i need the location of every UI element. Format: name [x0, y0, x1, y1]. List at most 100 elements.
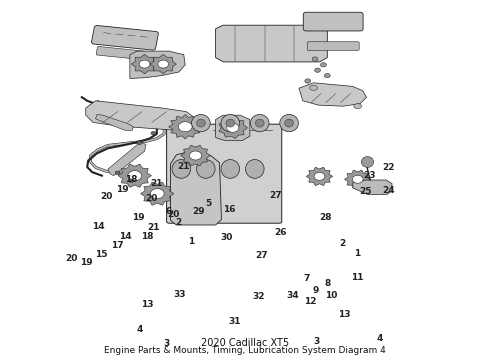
Text: 31: 31 [228, 317, 241, 326]
Text: 2020 Cadillac XT5: 2020 Cadillac XT5 [201, 338, 289, 348]
Text: 21: 21 [177, 162, 190, 171]
Text: 3: 3 [314, 337, 319, 346]
Ellipse shape [250, 114, 269, 132]
Ellipse shape [115, 171, 120, 175]
Text: 13: 13 [141, 300, 153, 309]
Text: 7: 7 [303, 274, 310, 283]
Polygon shape [130, 51, 185, 78]
Ellipse shape [255, 119, 264, 127]
Circle shape [150, 189, 164, 199]
Ellipse shape [151, 131, 156, 135]
Text: 17: 17 [111, 241, 124, 250]
Text: 3: 3 [164, 339, 170, 348]
Ellipse shape [362, 157, 374, 167]
Polygon shape [216, 115, 250, 140]
Polygon shape [306, 167, 333, 186]
Circle shape [128, 171, 142, 181]
Text: 33: 33 [173, 290, 186, 299]
Text: 2: 2 [176, 218, 182, 227]
Text: 14: 14 [119, 232, 131, 241]
Polygon shape [171, 150, 221, 225]
Polygon shape [131, 54, 158, 74]
Text: 26: 26 [274, 228, 287, 237]
Polygon shape [353, 180, 392, 194]
Text: 16: 16 [222, 205, 235, 214]
Polygon shape [219, 117, 247, 139]
Ellipse shape [324, 73, 330, 78]
Text: 28: 28 [319, 212, 332, 221]
Ellipse shape [176, 118, 196, 136]
Text: 21: 21 [150, 179, 163, 188]
Text: 12: 12 [304, 297, 317, 306]
Text: 8: 8 [324, 279, 330, 288]
Circle shape [226, 123, 239, 132]
Text: 15: 15 [95, 250, 108, 258]
Ellipse shape [305, 79, 311, 83]
Text: 9: 9 [313, 286, 319, 294]
FancyBboxPatch shape [96, 46, 149, 60]
Circle shape [178, 122, 192, 132]
Text: 4: 4 [376, 334, 383, 343]
Text: 2: 2 [339, 239, 345, 248]
Polygon shape [181, 145, 210, 166]
Ellipse shape [226, 119, 235, 127]
Text: 20: 20 [146, 194, 158, 202]
Text: 20: 20 [65, 254, 77, 263]
Polygon shape [169, 114, 202, 139]
Text: 1: 1 [354, 248, 360, 258]
Polygon shape [344, 170, 371, 189]
Ellipse shape [137, 141, 142, 145]
Polygon shape [118, 164, 151, 187]
Polygon shape [150, 54, 176, 74]
Text: 4: 4 [136, 325, 143, 334]
Text: 20: 20 [167, 210, 179, 219]
Ellipse shape [221, 159, 240, 178]
Polygon shape [96, 114, 133, 130]
Circle shape [314, 172, 325, 180]
Text: 5: 5 [205, 199, 211, 208]
Text: 19: 19 [132, 212, 145, 221]
FancyBboxPatch shape [303, 12, 363, 31]
Ellipse shape [312, 57, 318, 61]
Ellipse shape [245, 159, 264, 178]
Text: 23: 23 [364, 171, 376, 180]
Text: 18: 18 [124, 175, 137, 184]
Text: 21: 21 [147, 223, 160, 232]
Ellipse shape [310, 85, 318, 90]
Circle shape [139, 60, 150, 68]
Ellipse shape [280, 114, 298, 132]
Text: 24: 24 [382, 186, 395, 195]
Ellipse shape [315, 68, 320, 72]
Text: Engine Parts & Mounts, Timing, Lubrication System Diagram 4: Engine Parts & Mounts, Timing, Lubricati… [104, 346, 386, 355]
Circle shape [352, 175, 363, 183]
Ellipse shape [285, 119, 294, 127]
Polygon shape [216, 25, 327, 62]
Text: 13: 13 [338, 310, 351, 319]
Text: 1: 1 [188, 237, 194, 246]
FancyBboxPatch shape [307, 42, 359, 50]
Text: 27: 27 [270, 191, 282, 200]
Text: 6: 6 [166, 207, 172, 216]
Ellipse shape [192, 114, 210, 132]
Circle shape [189, 151, 202, 160]
Text: 30: 30 [220, 233, 233, 242]
Text: 25: 25 [359, 187, 371, 196]
Text: 10: 10 [324, 292, 337, 300]
Ellipse shape [129, 179, 134, 183]
Text: 19: 19 [116, 185, 128, 194]
Text: 34: 34 [286, 291, 299, 300]
Circle shape [158, 60, 169, 68]
Text: 27: 27 [255, 251, 268, 260]
Text: 32: 32 [252, 292, 265, 301]
Polygon shape [86, 101, 196, 130]
Polygon shape [299, 83, 367, 106]
Text: 20: 20 [100, 192, 113, 201]
Ellipse shape [172, 159, 191, 178]
Polygon shape [108, 143, 146, 176]
Ellipse shape [221, 114, 240, 132]
Ellipse shape [354, 104, 362, 109]
Ellipse shape [196, 159, 215, 178]
Text: 18: 18 [141, 232, 153, 241]
Text: 11: 11 [351, 273, 364, 282]
Text: 19: 19 [80, 258, 93, 266]
